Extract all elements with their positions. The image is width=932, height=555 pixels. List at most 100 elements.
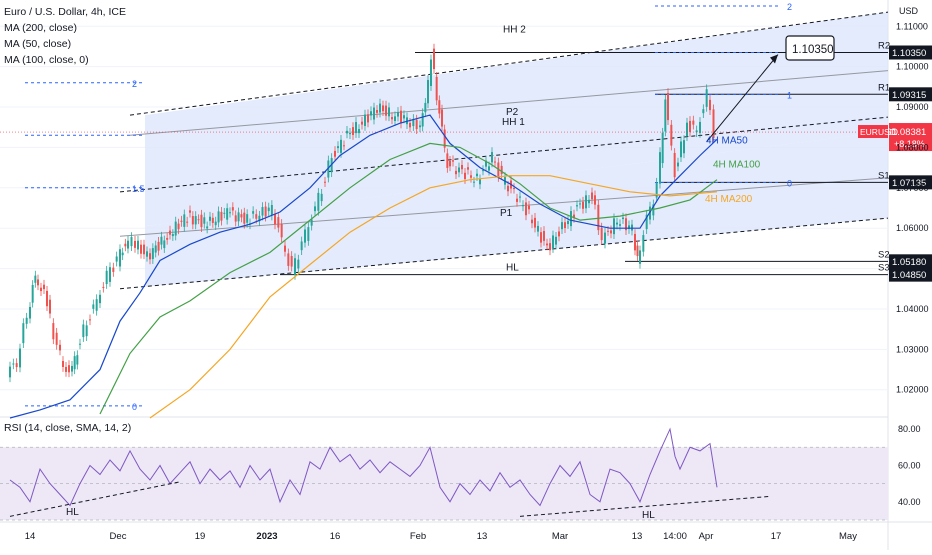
y-tick-label: 1.05000 xyxy=(896,264,929,274)
candle-body xyxy=(211,217,214,223)
candle-body xyxy=(591,192,593,200)
candle-body xyxy=(31,285,34,303)
candle-body xyxy=(171,234,174,237)
candle-body xyxy=(237,212,240,222)
pivot-line-p1 xyxy=(119,177,889,237)
candle-body xyxy=(337,146,339,149)
candle-body xyxy=(680,141,682,158)
candle-body xyxy=(636,245,639,257)
candle-body xyxy=(412,118,415,127)
candle-body xyxy=(203,217,206,224)
candle-body xyxy=(424,102,427,113)
candle-body xyxy=(479,179,481,185)
candle-body xyxy=(163,240,166,249)
candle-body xyxy=(661,132,664,164)
candle-body xyxy=(427,80,429,104)
candle-body xyxy=(367,114,369,123)
candle-body xyxy=(433,48,435,70)
annotation-hh-2: HH 2 xyxy=(503,24,526,35)
candle-body xyxy=(105,270,108,284)
candle-body xyxy=(112,267,115,272)
candle-body xyxy=(531,219,533,224)
x-tick-label: 2023 xyxy=(256,531,277,542)
ma50-legend[interactable]: MA (50, close) xyxy=(4,38,72,50)
candle-body xyxy=(264,206,267,217)
candle-body xyxy=(15,363,18,368)
fib-label-right: 2 xyxy=(787,2,792,12)
candle-body xyxy=(403,115,405,119)
candle-body xyxy=(143,244,145,255)
rsi-legend[interactable]: RSI (14, close, SMA, 14, 2) xyxy=(4,422,132,434)
level-label: R1 xyxy=(878,82,890,93)
candle-body xyxy=(59,344,61,351)
candle-body xyxy=(467,167,469,170)
candle-body xyxy=(699,121,701,133)
candle-body xyxy=(588,199,590,204)
candle-body xyxy=(243,212,246,224)
currency-label: USD xyxy=(899,6,919,16)
candle-body xyxy=(655,182,658,198)
candle-body xyxy=(546,243,548,246)
candle-body xyxy=(124,243,127,247)
candle-body xyxy=(343,145,345,147)
candle-body xyxy=(488,166,490,171)
candle-body xyxy=(355,122,357,134)
candle-body xyxy=(34,275,37,283)
candle-body xyxy=(677,162,679,167)
ma200-legend[interactable]: MA (200, close) xyxy=(4,22,77,34)
level-price-label: 1.07135 xyxy=(892,178,926,189)
candle-body xyxy=(597,204,600,231)
level-label: S2 xyxy=(878,249,890,260)
candle-body xyxy=(140,244,142,254)
candle-body xyxy=(564,222,566,229)
candle-body xyxy=(686,122,688,137)
candle-body xyxy=(537,225,539,232)
candle-body xyxy=(297,259,300,269)
candle-body xyxy=(607,230,609,232)
candle-body xyxy=(320,193,323,202)
candle-body xyxy=(294,258,296,275)
candle-body xyxy=(667,92,669,121)
candle-body xyxy=(582,201,584,209)
candle-body xyxy=(352,127,354,136)
candle-body xyxy=(625,218,627,231)
x-tick-label: 14 xyxy=(25,531,36,542)
candle-body xyxy=(246,214,249,223)
candle-body xyxy=(229,212,231,214)
candle-body xyxy=(689,120,691,132)
candle-body xyxy=(594,195,596,205)
level-label: S3 xyxy=(878,263,890,274)
candle-body xyxy=(234,215,237,222)
symbol-title[interactable]: Euro / U.S. Dollar, 4h, ICE xyxy=(4,6,126,18)
candle-body xyxy=(516,198,518,202)
candle-body xyxy=(452,160,454,162)
candle-body xyxy=(382,105,384,112)
candle-body xyxy=(25,317,28,324)
y-tick-label: 1.11000 xyxy=(896,21,928,31)
candle-body xyxy=(645,214,648,230)
ma100-line xyxy=(99,142,718,415)
candle-body xyxy=(394,116,396,121)
candle-body xyxy=(455,170,457,175)
level-price-tag xyxy=(889,87,932,102)
x-tick-label: Apr xyxy=(699,531,714,542)
candle-body xyxy=(446,153,449,168)
candle-body xyxy=(73,356,76,370)
level-price-label: 1.10350 xyxy=(892,48,926,59)
candle-body xyxy=(95,299,98,311)
candle-body xyxy=(519,196,521,198)
candle-body xyxy=(119,249,121,267)
pivot-line-p2 xyxy=(129,70,889,136)
x-tick-label: Dec xyxy=(110,531,127,542)
candle-body xyxy=(473,181,475,183)
ma100-legend[interactable]: MA (100, close, 0) xyxy=(4,54,89,66)
candle-body xyxy=(79,343,81,345)
candle-body xyxy=(561,222,563,230)
candle-body xyxy=(284,245,286,252)
rsi-tick-label: 40.00 xyxy=(898,497,921,507)
candle-body xyxy=(68,365,70,373)
candle-body xyxy=(494,161,496,163)
fib-label-left: 1.5 xyxy=(132,184,145,194)
